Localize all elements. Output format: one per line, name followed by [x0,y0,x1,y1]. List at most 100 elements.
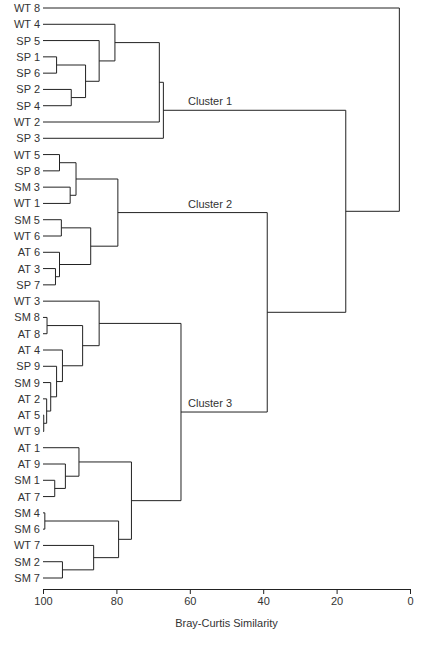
branch-horizontal [43,236,61,237]
tick-label: 0 [407,595,413,607]
branch-horizontal [43,496,55,497]
axis-line [44,590,411,595]
branch-vertical [56,57,57,73]
tick: 60 [184,589,196,607]
cluster-label: Cluster 1 [188,95,232,107]
branch-horizontal [159,82,163,83]
branch-vertical [56,366,57,397]
branch-vertical [55,269,56,285]
branch-horizontal [71,97,85,98]
branch-horizontal [163,110,345,111]
tick: 0 [407,589,413,607]
leaf-label: AT 8 [18,328,40,340]
branch-vertical [70,187,71,203]
branch-horizontal [94,557,119,558]
branch-horizontal [61,227,90,228]
tick: 20 [331,589,343,607]
branch-horizontal [79,461,131,462]
branch-horizontal [43,317,47,318]
leaf-label: WT 3 [14,295,40,307]
branch-horizontal [119,539,132,540]
branch-horizontal [51,396,57,397]
branch-horizontal [43,73,57,74]
branch-horizontal [55,276,59,277]
tick-label: 20 [331,595,343,607]
leaf-label: SM 6 [14,523,40,535]
leaf-label: SM 1 [14,474,40,486]
branch-vertical [99,301,100,346]
branch-vertical [61,220,62,236]
branch-horizontal [83,345,100,346]
branch-vertical [65,464,66,488]
tick: 40 [258,589,270,607]
branch-horizontal [115,42,159,43]
branch-vertical [82,326,83,366]
leaf-label: AT 3 [18,263,40,275]
leaf-label: AT 1 [18,442,40,454]
branch-horizontal [43,252,60,253]
branch-horizontal [43,350,62,351]
branch-horizontal [43,219,61,220]
branch-vertical [62,350,63,382]
leaf-label: SM 3 [14,181,40,193]
cluster-label: Cluster 3 [188,397,232,409]
leaf-label: SP 1 [16,51,40,63]
tick: 100 [34,589,52,607]
branch-vertical [59,252,60,276]
branch-horizontal [43,529,45,530]
branch-horizontal [43,382,51,383]
branch-horizontal [181,412,267,413]
branch-horizontal [267,312,346,313]
branch-horizontal [45,521,119,522]
leaf-label: SM 5 [14,214,40,226]
leaf-label: AT 6 [18,246,40,258]
branch-horizontal [43,512,45,513]
leaf-label: AT 4 [18,344,40,356]
leaf-label: AT 5 [18,409,40,421]
x-axis: 100 80 60 40 20 0 [34,589,413,607]
branches [43,8,399,578]
leaf-label: WT 4 [14,18,40,30]
branch-horizontal [43,333,47,334]
leaf-label: WT 5 [14,149,40,161]
branch-horizontal [43,56,57,57]
cluster-label: Cluster 2 [188,198,232,210]
branch-horizontal [86,81,100,82]
tick-label: 100 [34,595,52,607]
leaf-label: SP 3 [16,132,40,144]
branch-horizontal [118,212,267,213]
branch-horizontal [60,264,91,265]
branch-horizontal [43,301,99,302]
branch-vertical [99,41,100,82]
leaf-label: SM 7 [14,572,40,584]
leaf-label: SP 4 [16,100,40,112]
branch-vertical [118,521,119,558]
leaf-label: WT 1 [14,197,40,209]
branch-horizontal [47,325,83,326]
tick-mark [410,589,411,594]
branch-horizontal [43,480,55,481]
branch-horizontal [43,187,70,188]
branch-horizontal [43,431,44,432]
leaf-label: SP 9 [16,360,40,372]
labels: Cluster 1Cluster 2Cluster 3WT 8WT 4SP 5S… [14,2,232,584]
tick-mark [116,589,117,594]
branch-vertical [43,415,44,431]
branch-horizontal [99,323,181,324]
branch-vertical [114,24,115,61]
tick-label: 80 [111,595,123,607]
leaf-label: WT 6 [14,230,40,242]
branch-horizontal [43,398,47,399]
branch-horizontal [65,476,79,477]
branch-horizontal [99,60,115,61]
branch-horizontal [43,545,94,546]
leaf-label: SM 4 [14,507,40,519]
branch-vertical [117,179,118,246]
tick-mark [337,589,338,594]
branch-vertical [163,82,164,138]
branch-vertical [54,480,55,496]
branch-vertical [50,383,51,412]
branch-horizontal [43,284,55,285]
branch-vertical [267,213,268,412]
branch-horizontal [43,366,57,367]
